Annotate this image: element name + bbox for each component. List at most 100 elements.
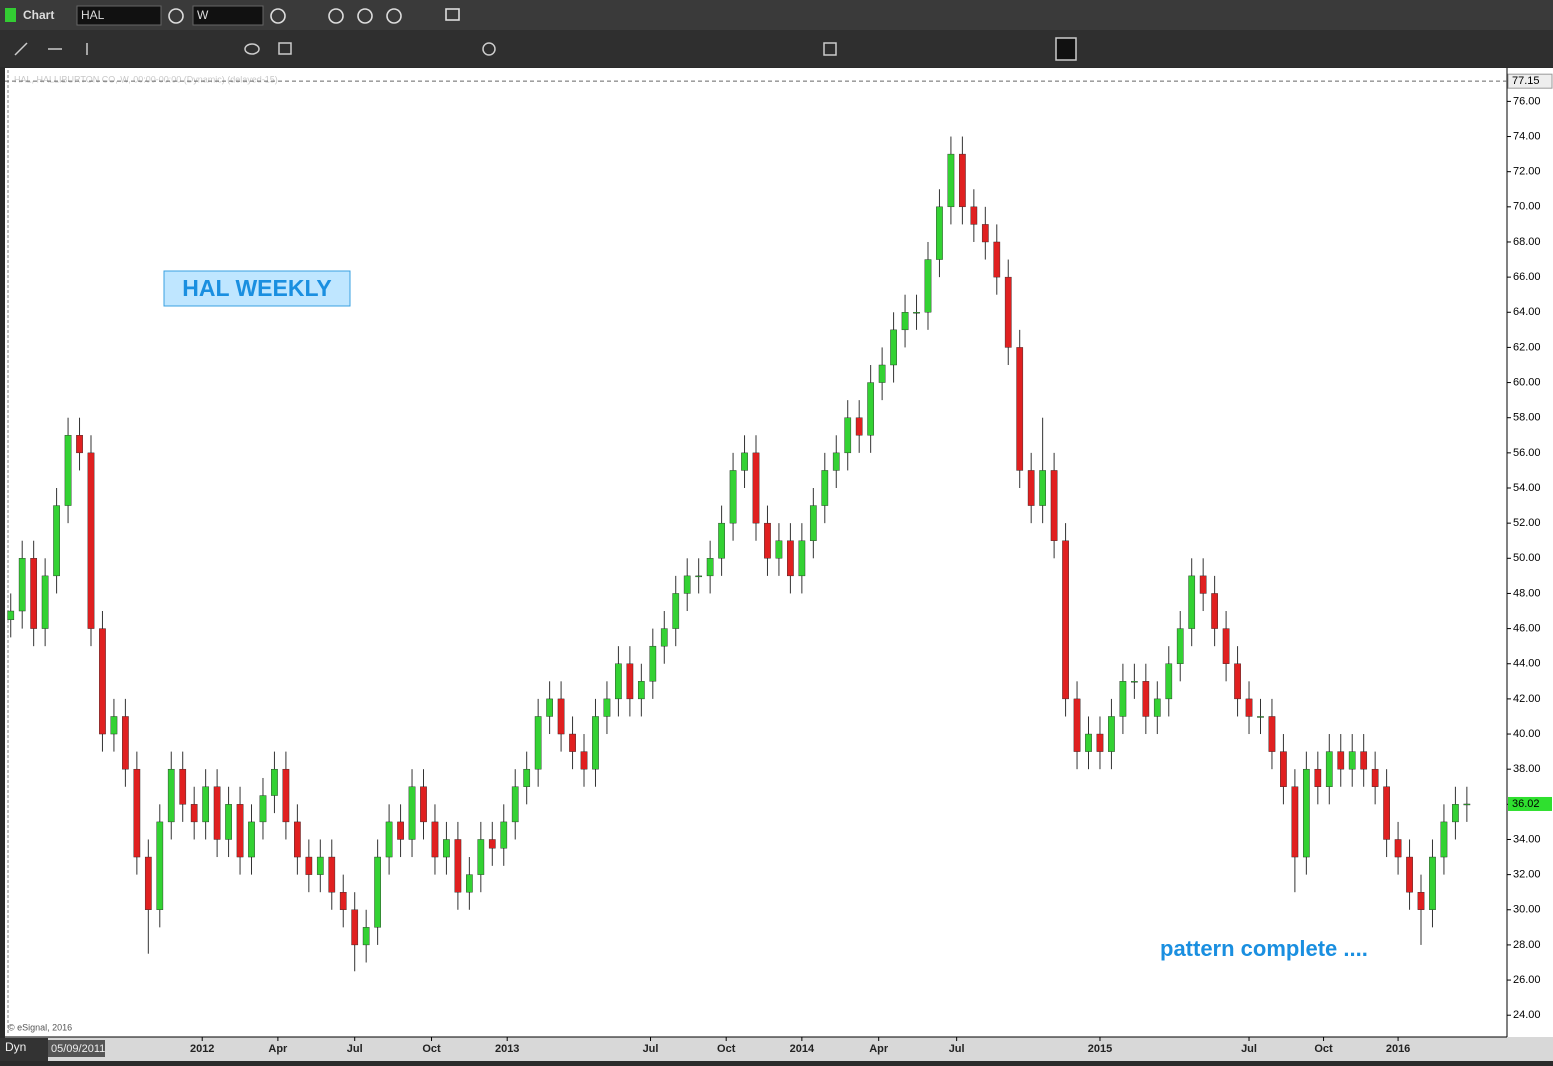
candle-body: [855, 417, 863, 436]
candle-body: [615, 663, 622, 700]
candle-body: [110, 716, 118, 735]
candle-body: [1348, 751, 1356, 770]
candle-body: [798, 540, 806, 577]
candle-body: [213, 786, 221, 840]
candle-body: [626, 663, 634, 700]
candle-body: [523, 768, 531, 787]
x-tick-label: 2013: [495, 1043, 519, 1055]
candle-body: [1383, 786, 1390, 840]
icon[interactable]: [445, 8, 460, 21]
candle-body: [546, 698, 553, 717]
candle-body: [374, 856, 381, 928]
candle-body: [1153, 698, 1161, 717]
candle-body: [901, 312, 909, 331]
y-tick-label: 66.00: [1513, 271, 1541, 283]
candle-body: [488, 839, 496, 849]
candle-body: [1417, 891, 1425, 910]
app-title: Chart: [23, 8, 54, 22]
candle-body: [1050, 470, 1058, 541]
candle-body: [787, 540, 794, 577]
y-tick-label: 68.00: [1513, 236, 1541, 248]
mode-box: [0, 1038, 48, 1061]
candle-body: [580, 751, 588, 770]
candle-body: [878, 364, 886, 383]
candle-body: [1108, 716, 1115, 752]
candle-body: [7, 610, 15, 621]
candle-body: [1371, 768, 1379, 787]
candle-body: [1096, 733, 1104, 752]
candle-body: [844, 417, 852, 454]
last-price-box: [1508, 796, 1552, 811]
candle-body: [1245, 698, 1253, 717]
candle-body: [156, 821, 164, 910]
candle-body: [752, 452, 760, 524]
y-tick-label: 46.00: [1513, 622, 1541, 634]
candle-body: [1016, 347, 1024, 471]
y-tick-label: 26.00: [1513, 974, 1541, 986]
candle-body: [1406, 856, 1413, 893]
x-tick-label: Apr: [869, 1043, 889, 1055]
y-tick-label: 70.00: [1513, 201, 1541, 213]
interval-input[interactable]: [192, 5, 264, 26]
y-tick-label: 56.00: [1513, 447, 1541, 459]
candle-body: [30, 558, 38, 629]
candle-body: [1131, 681, 1138, 683]
x-tick-label: 2014: [790, 1043, 815, 1055]
y-tick-label: 48.00: [1513, 587, 1541, 599]
start-date: 05/09/2011: [51, 1043, 105, 1055]
tool[interactable]: [244, 43, 260, 55]
candle-body: [282, 768, 290, 823]
candle-body: [637, 681, 645, 700]
copyright: © eSignal, 2016: [8, 1022, 72, 1032]
x-tick-label: Apr: [268, 1043, 288, 1055]
candle-body: [144, 856, 152, 910]
annotation-box: [163, 270, 351, 307]
candle-body: [385, 821, 393, 858]
plot-area: [5, 68, 1507, 1037]
candle-body: [53, 505, 60, 577]
y-tick-label: 38.00: [1513, 763, 1541, 775]
candle-body: [970, 206, 978, 225]
x-tick-label: Jul: [347, 1043, 363, 1055]
symbol: HAL: [81, 8, 105, 22]
candle-body: [741, 452, 748, 471]
icon[interactable]: [386, 8, 402, 24]
candle-body: [87, 452, 95, 629]
candle-body: [259, 795, 267, 823]
candle-body: [1291, 786, 1299, 858]
candle-body: [729, 470, 737, 524]
tool[interactable]: [278, 42, 292, 55]
tool[interactable]: [14, 42, 28, 56]
candle-body: [271, 768, 278, 796]
x-tick-label: Oct: [717, 1043, 736, 1055]
candle-body: [1302, 768, 1310, 858]
candle-body: [1027, 470, 1035, 506]
candle-body: [557, 698, 565, 735]
y-tick-label: 58.00: [1513, 412, 1541, 424]
candle-body: [236, 804, 244, 858]
x-tick-label: 2015: [1088, 1043, 1112, 1055]
tool[interactable]: [482, 42, 496, 56]
candle-body: [167, 768, 175, 823]
x-tick-label: Oct: [422, 1043, 441, 1055]
candle-body: [351, 909, 359, 946]
icon[interactable]: [270, 8, 286, 24]
candle-body: [1062, 540, 1069, 700]
icon[interactable]: [328, 8, 344, 24]
candle-body: [924, 259, 932, 313]
tool[interactable]: [823, 42, 837, 56]
candle-body: [959, 153, 966, 208]
symbol-input[interactable]: [76, 5, 162, 26]
icon[interactable]: [168, 8, 184, 24]
candle-body: [913, 312, 920, 314]
y-tick-label: 50.00: [1513, 552, 1541, 564]
tool[interactable]: [1055, 37, 1077, 61]
candle-body: [41, 575, 49, 629]
icon[interactable]: [357, 8, 373, 24]
candle-body: [248, 821, 255, 858]
candle-body: [809, 505, 817, 541]
candle-body: [190, 804, 198, 823]
x-tick-label: 2016: [1386, 1043, 1410, 1055]
reference-label-box: [1507, 73, 1553, 89]
